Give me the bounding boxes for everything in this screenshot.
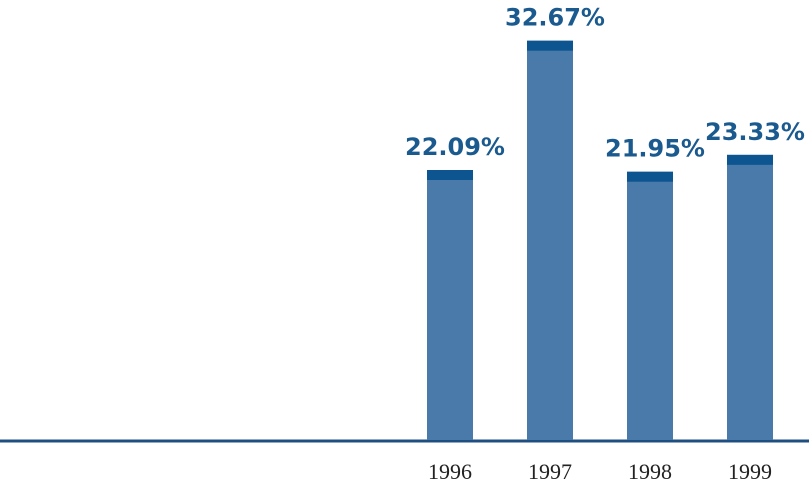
bar: [727, 154, 773, 440]
x-tick-label: 1996: [428, 459, 472, 484]
value-label: 23.33%: [705, 118, 805, 146]
x-tick-label: 1998: [628, 459, 672, 484]
bar: [527, 40, 573, 440]
x-tick-label: 1997: [528, 459, 572, 484]
bar: [427, 170, 473, 440]
bar-cap: [527, 40, 573, 51]
value-label: 32.67%: [505, 4, 605, 32]
value-label: 22.09%: [405, 133, 505, 161]
bar-cap: [727, 154, 773, 165]
bar: [627, 171, 673, 440]
x-tick-label: 1999: [728, 459, 772, 484]
bar-cap: [627, 171, 673, 182]
value-label: 21.95%: [605, 135, 705, 163]
bar-cap: [427, 170, 473, 181]
